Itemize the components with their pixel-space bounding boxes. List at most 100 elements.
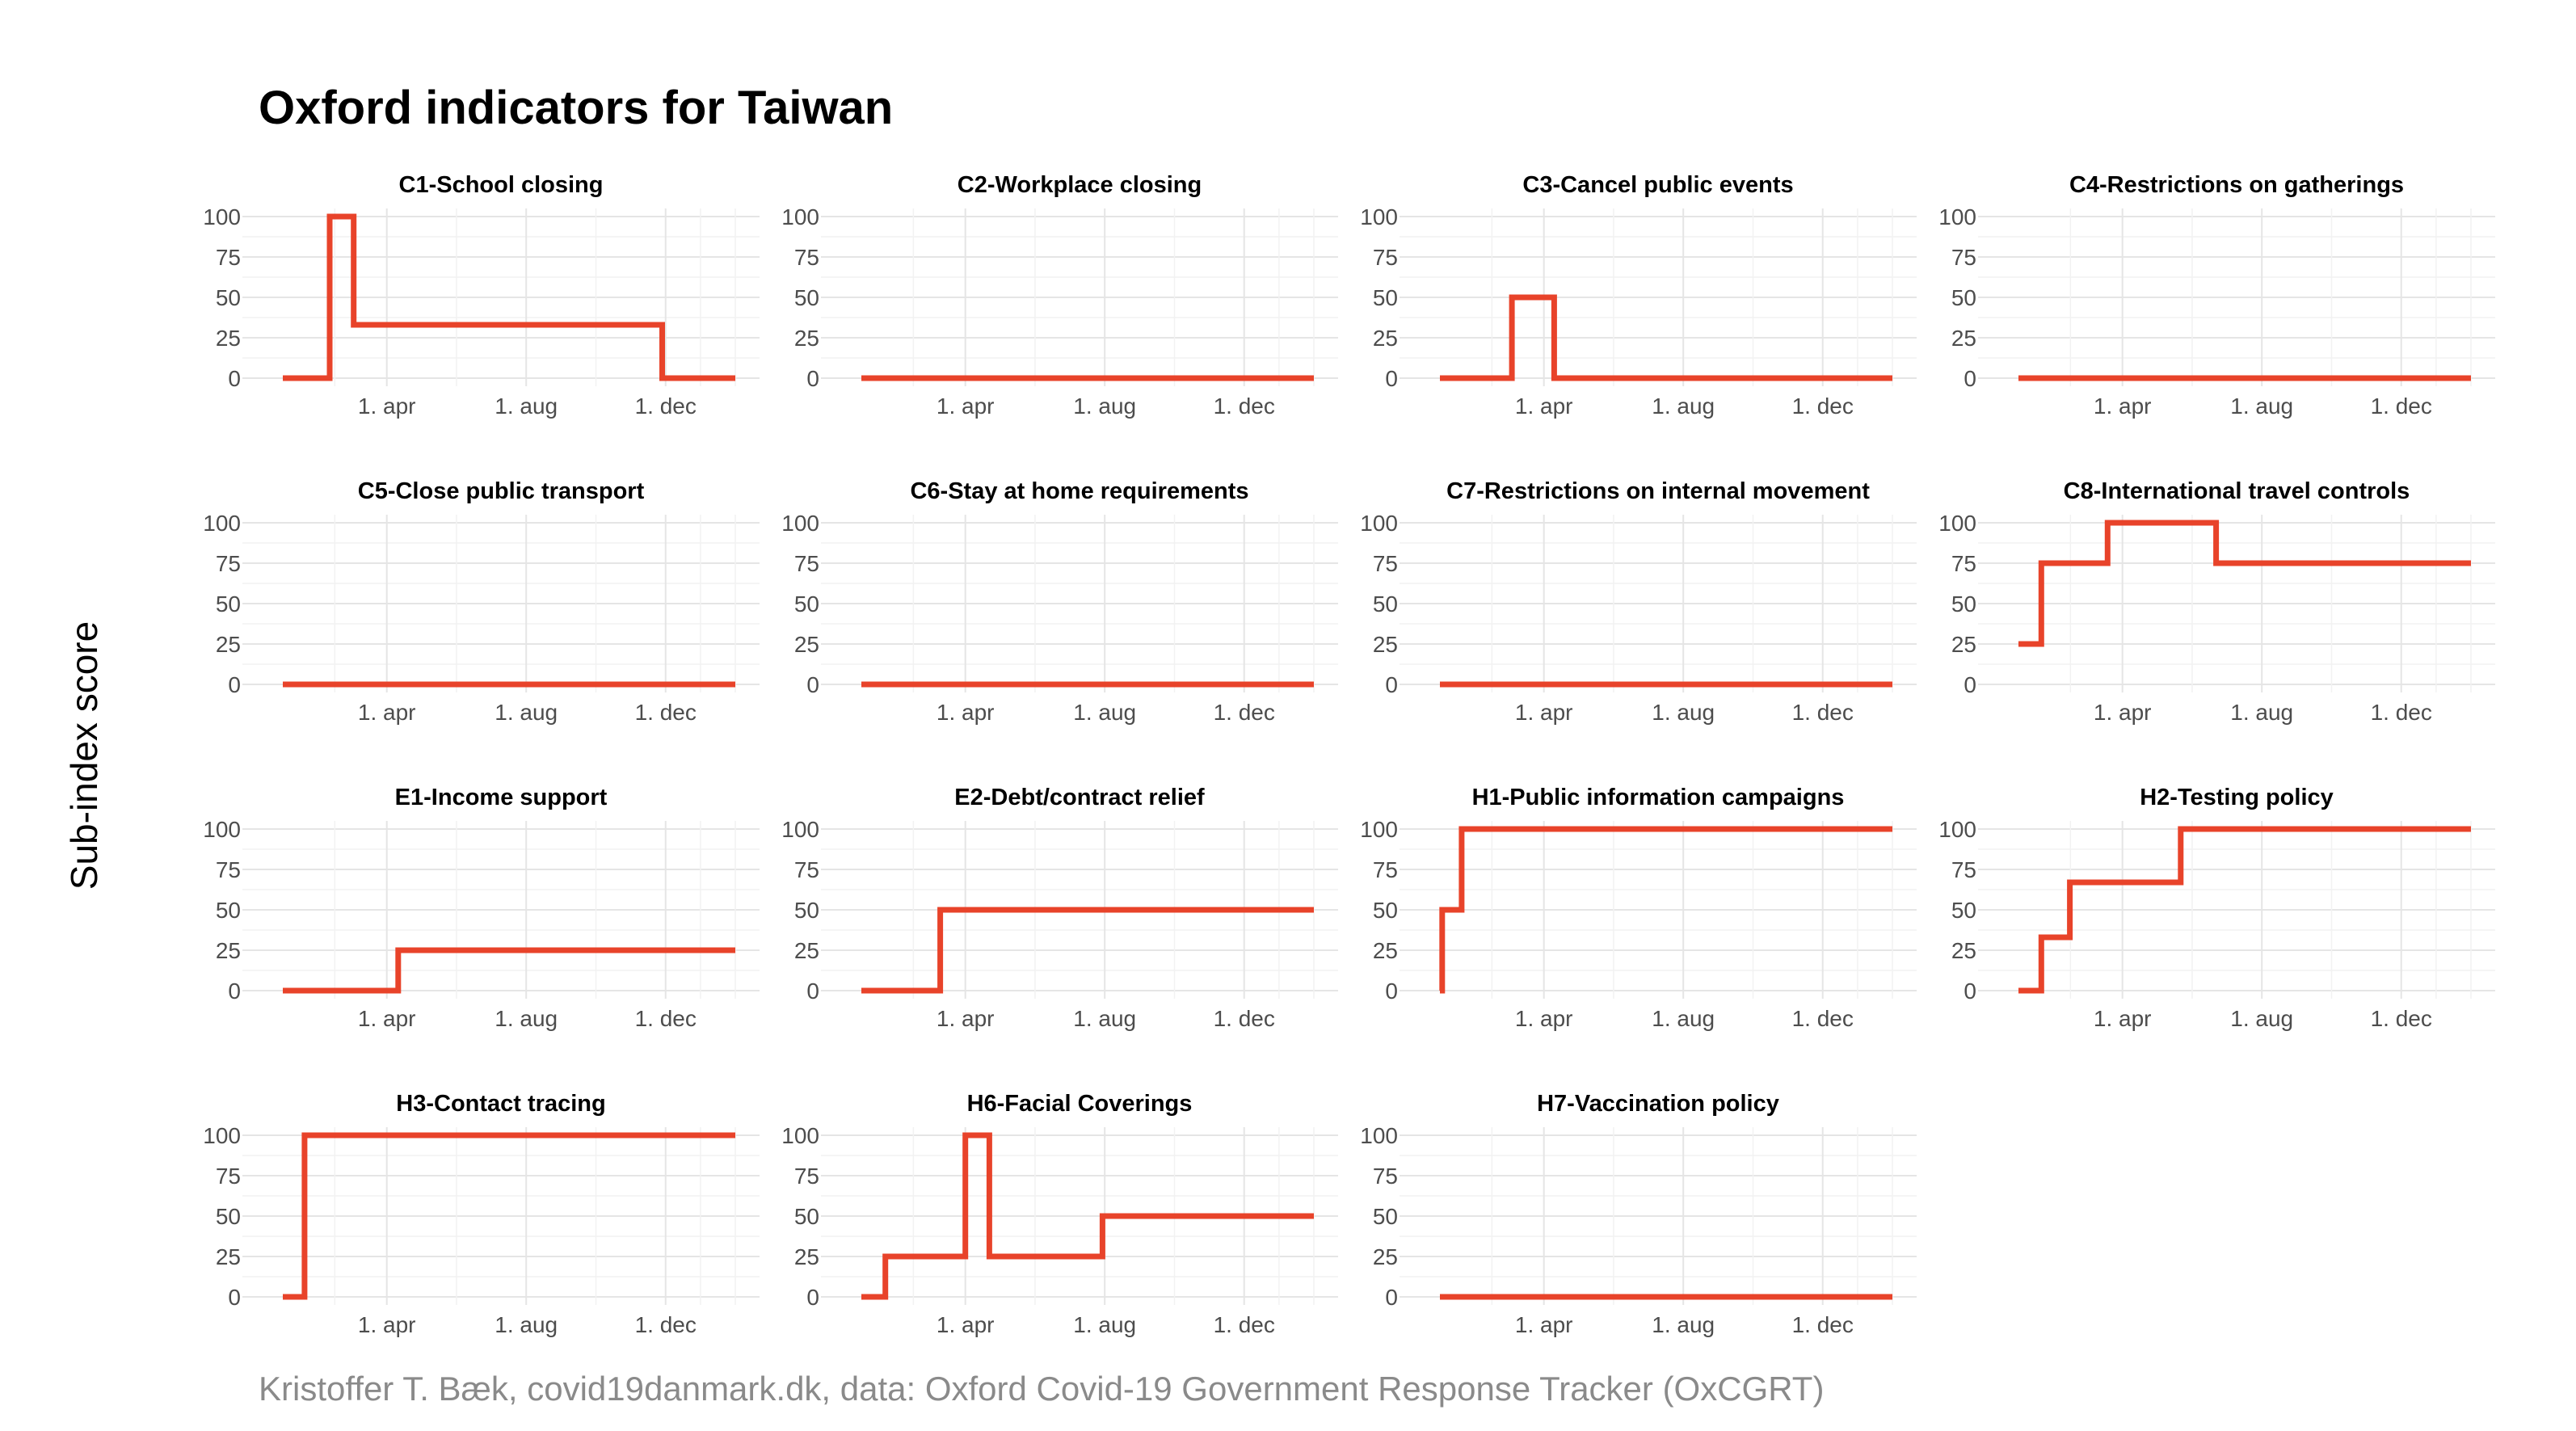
panel-title: H6-Facial Coverings: [967, 1091, 1193, 1117]
x-tick-label: 1. aug: [1073, 700, 1136, 725]
y-tick-label: 50: [794, 898, 819, 923]
y-tick-label: 100: [1938, 817, 1976, 842]
y-tick-label: 0: [1964, 672, 1976, 697]
x-tick-label: 1. aug: [1652, 1006, 1715, 1031]
y-tick-label: 0: [228, 366, 241, 391]
x-tick-label: 1. dec: [2371, 394, 2432, 419]
y-tick-label: 100: [203, 204, 241, 229]
y-tick-label: 100: [1360, 817, 1398, 842]
facet-panel: H6-Facial Coverings 0 25 50 75 100 1. apr 1. au…: [781, 1091, 1338, 1337]
x-tick-label: 1. apr: [937, 700, 995, 725]
panel-title: H2-Testing policy: [2140, 785, 2334, 810]
x-tick-label: 1. aug: [2230, 700, 2293, 725]
series-line: [861, 1132, 1314, 1300]
y-tick-label: 25: [216, 632, 241, 657]
facet-panel: E1-Income support 0 25 50 75 100 1. apr 1. aug 1…: [203, 785, 760, 1031]
panel-title: C4-Restrictions on gatherings: [2069, 172, 2404, 198]
facet-panel: C4-Restrictions on gatherings 0 25 50 75 100 1…: [1938, 172, 2495, 419]
facet-panel: E2-Debt/contract relief 0 25 50 75 100 1. apr 1…: [781, 785, 1338, 1031]
series-line: [1440, 294, 1892, 381]
panel-title: C5-Close public transport: [358, 478, 645, 504]
x-tick-label: 1. aug: [495, 1006, 558, 1031]
y-tick-label: 100: [1360, 1123, 1398, 1148]
panel-title: C1-School closing: [399, 172, 604, 198]
facet-panel: C3-Cancel public events 0 25 50 75 100 1. apr 1…: [1360, 172, 1917, 419]
y-tick-label: 50: [794, 591, 819, 617]
x-tick-label: 1. apr: [937, 1312, 995, 1337]
y-tick-label: 75: [1373, 245, 1398, 270]
y-tick-label: 25: [794, 632, 819, 657]
y-tick-label: 0: [806, 979, 819, 1004]
y-tick-label: 100: [1360, 204, 1398, 229]
y-tick-label: 25: [1373, 326, 1398, 351]
y-tick-label: 50: [216, 591, 241, 617]
x-tick-label: 1. dec: [2371, 700, 2432, 725]
y-tick-label: 0: [228, 672, 241, 697]
y-tick-label: 75: [216, 1164, 241, 1189]
y-tick-label: 100: [1938, 204, 1976, 229]
y-tick-label: 25: [794, 938, 819, 963]
y-tick-label: 100: [203, 817, 241, 842]
y-tick-label: 25: [1951, 938, 1976, 963]
y-tick-label: 50: [216, 285, 241, 310]
x-tick-label: 1. dec: [1792, 1312, 1854, 1337]
series-line: [283, 947, 735, 994]
series-line: [1439, 826, 1892, 994]
y-tick-label: 50: [1373, 1204, 1398, 1229]
y-tick-label: 75: [794, 551, 819, 576]
x-tick-label: 1. dec: [1214, 394, 1275, 419]
y-tick-label: 25: [1373, 938, 1398, 963]
x-tick-label: 1. apr: [937, 394, 995, 419]
x-tick-label: 1. aug: [2230, 394, 2293, 419]
y-tick-label: 25: [1373, 1244, 1398, 1269]
facet-panel: C5-Close public transport 0 25 50 75 100 1. ap…: [203, 478, 760, 725]
x-tick-label: 1. aug: [495, 394, 558, 419]
panel-title: C6-Stay at home requirements: [910, 478, 1248, 504]
y-tick-label: 25: [216, 938, 241, 963]
source-caption: Kristoffer T. Bæk, covid19danmark.dk, da…: [259, 1370, 1825, 1408]
x-tick-label: 1. aug: [495, 700, 558, 725]
facet-panel: C2-Workplace closing 0 25 50 75 100 1. apr 1. a…: [781, 172, 1338, 419]
y-tick-label: 75: [794, 1164, 819, 1189]
y-tick-label: 75: [1373, 1164, 1398, 1189]
y-tick-label: 0: [1964, 366, 1976, 391]
x-tick-label: 1. apr: [1515, 1312, 1573, 1337]
x-tick-label: 1. apr: [358, 1006, 416, 1031]
x-tick-label: 1. apr: [1515, 1006, 1573, 1031]
y-tick-label: 0: [806, 672, 819, 697]
y-tick-label: 100: [203, 1123, 241, 1148]
panel-title: H3-Contact tracing: [396, 1091, 605, 1117]
y-tick-label: 100: [781, 817, 819, 842]
y-tick-label: 25: [794, 326, 819, 351]
x-tick-label: 1. dec: [635, 1006, 697, 1031]
x-tick-label: 1. dec: [1792, 394, 1854, 419]
x-tick-label: 1. apr: [2094, 700, 2152, 725]
series-line: [283, 213, 735, 381]
y-tick-label: 0: [1385, 366, 1398, 391]
y-tick-label: 50: [794, 1204, 819, 1229]
y-tick-label: 100: [781, 511, 819, 536]
y-tick-label: 0: [1964, 979, 1976, 1004]
y-tick-label: 50: [794, 285, 819, 310]
x-tick-label: 1. apr: [1515, 700, 1573, 725]
y-tick-label: 0: [806, 1285, 819, 1310]
y-tick-label: 25: [794, 1244, 819, 1269]
x-tick-label: 1. dec: [635, 1312, 697, 1337]
y-tick-label: 75: [794, 857, 819, 882]
panel-title: C8-International travel controls: [2064, 478, 2410, 504]
x-tick-label: 1. apr: [1515, 394, 1573, 419]
x-tick-label: 1. aug: [495, 1312, 558, 1337]
y-tick-label: 100: [781, 1123, 819, 1148]
y-tick-label: 50: [216, 1204, 241, 1229]
x-tick-label: 1. dec: [635, 700, 697, 725]
y-tick-label: 75: [794, 245, 819, 270]
x-tick-label: 1. apr: [2094, 394, 2152, 419]
facet-panel: H1-Public information campaigns 0 25 50 75 10…: [1360, 785, 1917, 1031]
x-tick-label: 1. apr: [358, 1312, 416, 1337]
x-tick-label: 1. aug: [1652, 1312, 1715, 1337]
y-tick-label: 50: [1373, 898, 1398, 923]
x-tick-label: 1. aug: [1652, 700, 1715, 725]
x-tick-label: 1. aug: [1073, 1312, 1136, 1337]
y-tick-label: 0: [228, 1285, 241, 1310]
